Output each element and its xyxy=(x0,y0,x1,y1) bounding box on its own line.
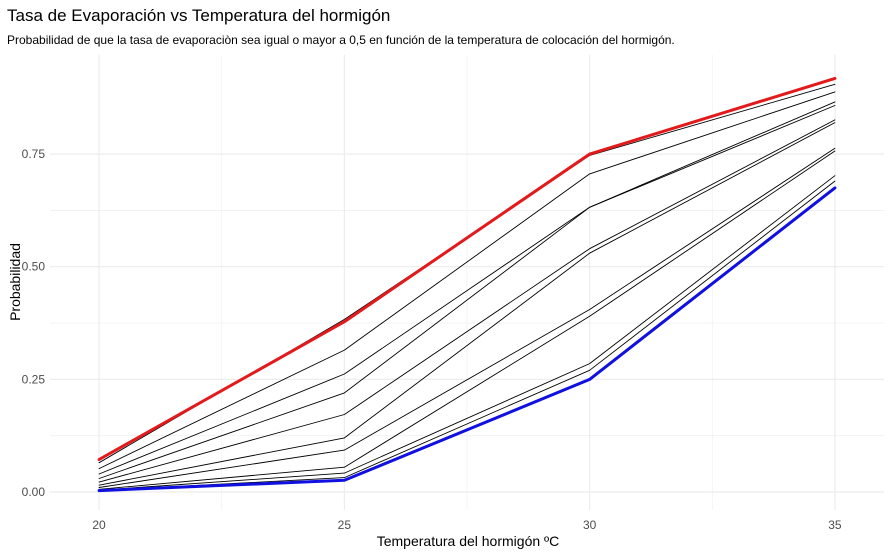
series-line xyxy=(97,76,837,461)
series-lines xyxy=(97,76,837,493)
series-line xyxy=(98,175,836,491)
y-tick-label: 0.75 xyxy=(22,147,46,161)
y-tick-label: 0.00 xyxy=(22,485,46,499)
series-line xyxy=(98,119,836,483)
x-tick-label: 25 xyxy=(338,518,352,532)
y-axis-label: Probabilidad xyxy=(7,243,23,321)
chart-subtitle: Probabilidad de que la tasa de evaporaci… xyxy=(7,33,675,47)
grid xyxy=(50,55,884,510)
series-line xyxy=(98,147,836,488)
series-line xyxy=(98,105,836,479)
x-tick-label: 30 xyxy=(583,518,597,532)
series-line xyxy=(98,150,836,490)
x-axis-ticks: 20 25 30 35 xyxy=(92,518,842,532)
series-line xyxy=(98,122,836,486)
y-axis-ticks: 0.00 0.25 0.50 0.75 xyxy=(22,147,46,499)
series-line xyxy=(98,101,836,475)
y-tick-label: 0.50 xyxy=(22,260,46,274)
series-line xyxy=(97,186,837,493)
y-tick-label: 0.25 xyxy=(22,372,46,386)
chart-title: Tasa de Evaporación vs Temperatura del h… xyxy=(7,6,391,25)
series-line xyxy=(98,91,836,470)
x-axis-label: Temperatura del hormigón ºC xyxy=(377,533,560,549)
x-tick-label: 35 xyxy=(828,518,842,532)
x-tick-label: 20 xyxy=(92,518,106,532)
